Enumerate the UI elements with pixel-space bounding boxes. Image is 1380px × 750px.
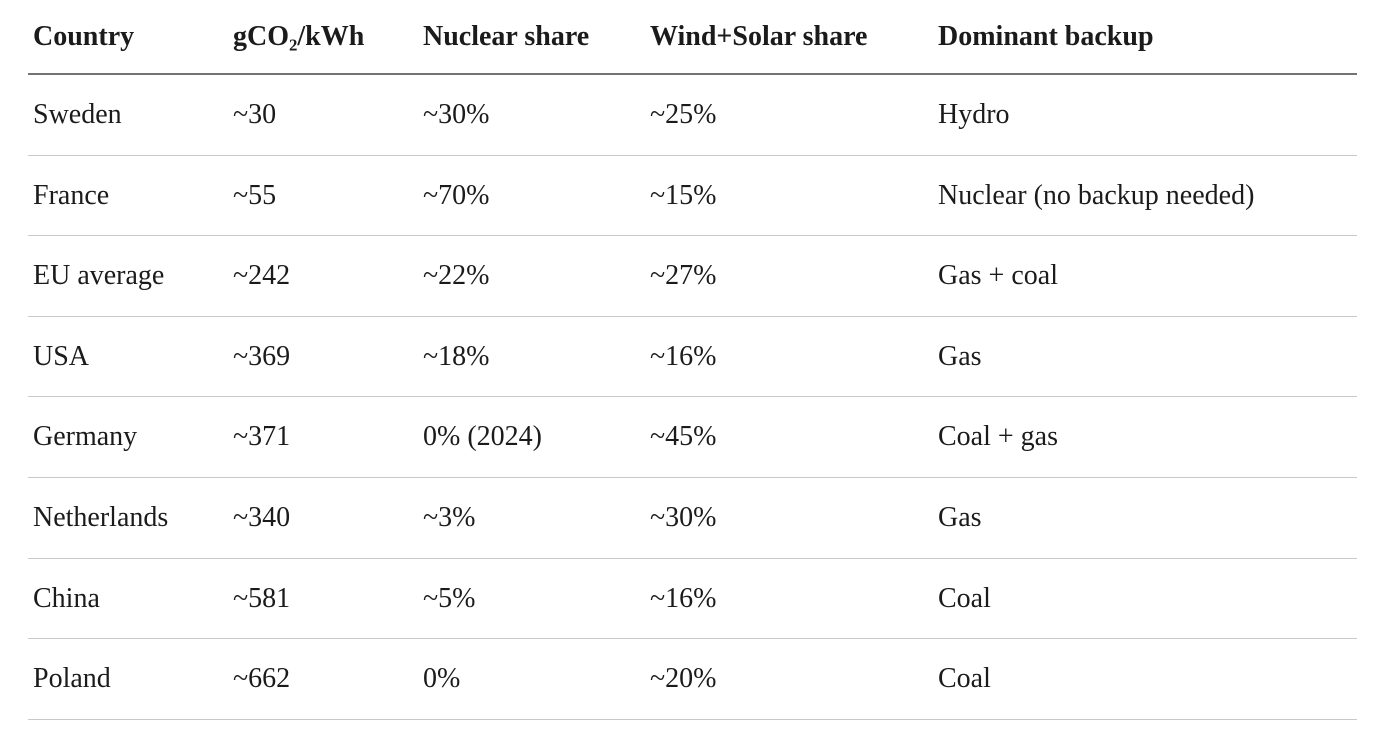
cell-wind-solar-share: ~20% bbox=[645, 638, 933, 720]
table-header: Country gCO₂/kWh Nuclear share Wind+Sola… bbox=[28, 0, 1357, 75]
table-row-poland: Poland ~662 0% ~20% Coal bbox=[28, 638, 1357, 720]
table-row-france: France ~55 ~70% ~15% Nuclear (no backup … bbox=[28, 155, 1357, 237]
cell-nuclear-share: 0% bbox=[418, 638, 645, 720]
cell-country: EU average bbox=[28, 235, 228, 317]
table-row-china: China ~581 ~5% ~16% Coal bbox=[28, 558, 1357, 640]
cell-gco2: ~371 bbox=[228, 396, 418, 478]
column-header-wind-solar-share: Wind+Solar share bbox=[645, 0, 933, 75]
cell-gco2: ~55 bbox=[228, 155, 418, 237]
cell-gco2: ~340 bbox=[228, 477, 418, 559]
cell-wind-solar-share: ~16% bbox=[645, 316, 933, 398]
cell-nuclear-share: ~5% bbox=[418, 558, 645, 640]
cell-country: Germany bbox=[28, 396, 228, 478]
table-body: Sweden ~30 ~30% ~25% Hydro France ~55 ~7… bbox=[28, 74, 1357, 720]
table-row-netherlands: Netherlands ~340 ~3% ~30% Gas bbox=[28, 477, 1357, 559]
cell-wind-solar-share: ~30% bbox=[645, 477, 933, 559]
cell-dominant-backup: Coal bbox=[933, 558, 1357, 640]
cell-dominant-backup: Gas bbox=[933, 316, 1357, 398]
cell-country: France bbox=[28, 155, 228, 237]
cell-country: USA bbox=[28, 316, 228, 398]
cell-dominant-backup: Nuclear (no backup needed) bbox=[933, 155, 1357, 237]
column-header-country: Country bbox=[28, 0, 228, 75]
cell-nuclear-share: 0% (2024) bbox=[418, 396, 645, 478]
cell-nuclear-share: ~70% bbox=[418, 155, 645, 237]
cell-dominant-backup: Hydro bbox=[933, 74, 1357, 156]
cell-wind-solar-share: ~25% bbox=[645, 74, 933, 156]
cell-gco2: ~242 bbox=[228, 235, 418, 317]
cell-nuclear-share: ~30% bbox=[418, 74, 645, 156]
cell-gco2: ~369 bbox=[228, 316, 418, 398]
emissions-table: Country gCO₂/kWh Nuclear share Wind+Sola… bbox=[28, 0, 1357, 720]
column-header-nuclear-share: Nuclear share bbox=[418, 0, 645, 75]
cell-nuclear-share: ~18% bbox=[418, 316, 645, 398]
cell-gco2: ~662 bbox=[228, 638, 418, 720]
table-row-eu-average: EU average ~242 ~22% ~27% Gas + coal bbox=[28, 235, 1357, 317]
cell-dominant-backup: Coal + gas bbox=[933, 396, 1357, 478]
cell-dominant-backup: Gas bbox=[933, 477, 1357, 559]
cell-gco2: ~581 bbox=[228, 558, 418, 640]
header-row: Country gCO₂/kWh Nuclear share Wind+Sola… bbox=[28, 0, 1357, 75]
table-row-germany: Germany ~371 0% (2024) ~45% Coal + gas bbox=[28, 396, 1357, 478]
cell-country: Poland bbox=[28, 638, 228, 720]
table-row-usa: USA ~369 ~18% ~16% Gas bbox=[28, 316, 1357, 398]
cell-gco2: ~30 bbox=[228, 74, 418, 156]
cell-wind-solar-share: ~16% bbox=[645, 558, 933, 640]
column-header-dominant-backup: Dominant backup bbox=[933, 0, 1357, 75]
cell-wind-solar-share: ~27% bbox=[645, 235, 933, 317]
emissions-table-container: Country gCO₂/kWh Nuclear share Wind+Sola… bbox=[28, 0, 1357, 720]
column-header-gco2-per-kwh: gCO₂/kWh bbox=[228, 0, 418, 75]
cell-dominant-backup: Coal bbox=[933, 638, 1357, 720]
cell-nuclear-share: ~3% bbox=[418, 477, 645, 559]
cell-dominant-backup: Gas + coal bbox=[933, 235, 1357, 317]
cell-wind-solar-share: ~45% bbox=[645, 396, 933, 478]
cell-country: China bbox=[28, 558, 228, 640]
cell-country: Netherlands bbox=[28, 477, 228, 559]
cell-wind-solar-share: ~15% bbox=[645, 155, 933, 237]
cell-country: Sweden bbox=[28, 74, 228, 156]
cell-nuclear-share: ~22% bbox=[418, 235, 645, 317]
table-row-sweden: Sweden ~30 ~30% ~25% Hydro bbox=[28, 74, 1357, 156]
